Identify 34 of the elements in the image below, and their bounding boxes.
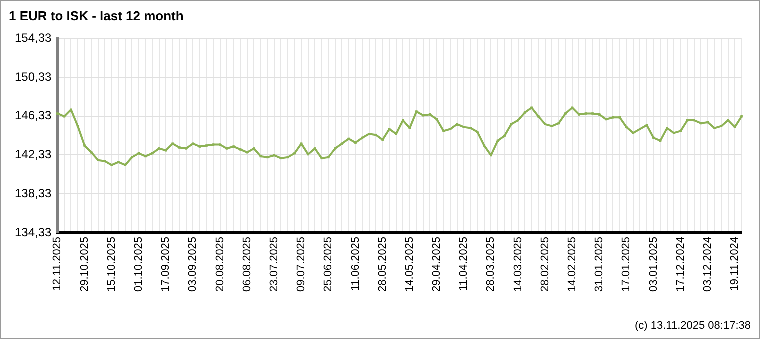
- y-tick-label: 134,33: [15, 225, 52, 240]
- x-tick-label: 19.11.2024: [729, 236, 742, 292]
- x-tick-label: 31.01.2025: [594, 236, 606, 292]
- x-tick-label: 17.12.2024: [674, 236, 687, 292]
- x-tick-label: 11.06.2025: [350, 236, 362, 292]
- x-tick-label: 17.09.2025: [160, 236, 172, 292]
- x-tick-label: 28.05.2025: [376, 236, 389, 292]
- x-tick-label: 14.03.2025: [512, 236, 524, 292]
- x-tick-label: 14.02.2025: [566, 236, 578, 292]
- text: (c) 13.11.2025 08:17:38: [635, 320, 751, 332]
- y-tick-label: 154,33: [15, 30, 52, 45]
- x-tick-label: 29.04.2025: [431, 236, 444, 292]
- x-tick-label: 06.08.2025: [241, 236, 254, 292]
- x-tick-label: 23.07.2025: [268, 236, 280, 292]
- x-tick-label: 03.01.2025: [648, 236, 660, 292]
- chart-title: 1 EUR to ISK - last 12 month: [9, 8, 184, 24]
- y-tick-label: 150,33: [15, 70, 52, 84]
- x-tick-label: 12.11.2025: [52, 236, 64, 292]
- x-tick-label: 29.10.2025: [78, 236, 91, 292]
- x-tick-label: 15.10.2025: [106, 236, 118, 292]
- y-tick-label: 146,33: [15, 108, 52, 123]
- y-tick-label: 142,33: [15, 148, 52, 162]
- x-tick-label: 17.01.2025: [620, 236, 633, 292]
- y-tick-label: 138,33: [15, 186, 52, 200]
- x-tick-label: 09.07.2025: [296, 236, 308, 292]
- x-tick-label: 11.04.2025: [458, 236, 470, 292]
- x-tick-label: 01.10.2025: [133, 236, 146, 292]
- x-tick-label: 20.08.2025: [214, 236, 226, 292]
- x-tick-label: 28.03.2025: [485, 236, 498, 292]
- x-tick-label: 03.12.2024: [702, 236, 714, 292]
- x-tick-label: 25.06.2025: [322, 236, 335, 292]
- x-tick-label: 14.05.2025: [404, 236, 416, 292]
- x-tick-label: 03.09.2025: [187, 236, 200, 292]
- x-tick-label: 28.02.2025: [539, 236, 552, 292]
